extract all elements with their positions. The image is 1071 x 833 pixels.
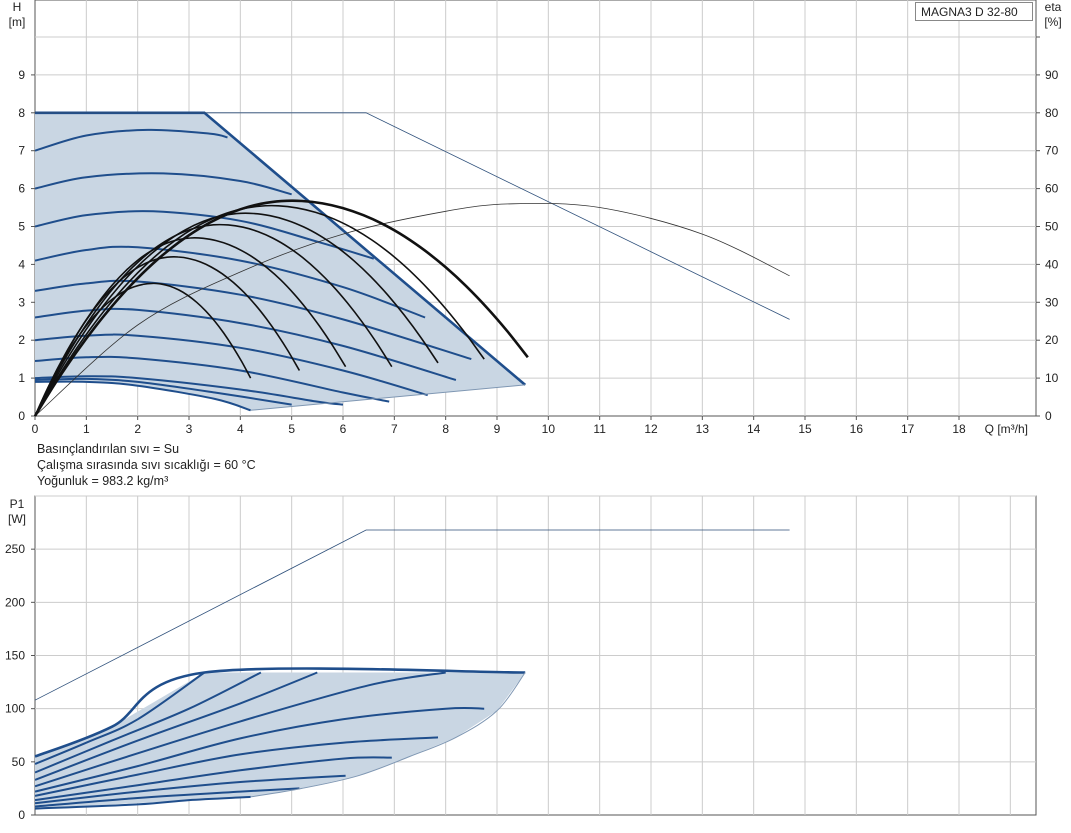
y-axis-label: P1 <box>10 497 25 511</box>
x-tick-label: 18 <box>952 422 966 436</box>
speed-curve-head <box>34 172 292 196</box>
head-efficiency-chart: 0 1 2 3 4 5 6 7 8 9 10 11 12 13 14 15 16 17 18012345678901… <box>9 0 1062 436</box>
y2-tick-label: 50 <box>1045 220 1059 234</box>
x-tick-label: 10 <box>542 422 556 436</box>
x-tick-label: 4 <box>237 422 244 436</box>
speed-curve-head <box>34 128 228 152</box>
full-speed-head-line <box>35 112 790 320</box>
speed-curve-power <box>34 671 318 781</box>
speed-curve-head <box>34 377 292 406</box>
x-tick-label: 1 <box>83 422 90 436</box>
speed-curve-power <box>34 671 205 765</box>
y-tick-label: 1 <box>18 371 25 385</box>
min-head-curve <box>250 384 526 411</box>
speed-curve-head <box>34 375 344 406</box>
efficiency-curve <box>34 212 439 417</box>
y2-tick-label: 40 <box>1045 257 1059 271</box>
x-tick-label: 13 <box>696 422 710 436</box>
x-tick-label: 5 <box>288 422 295 436</box>
y2-axis-label: eta <box>1045 0 1062 14</box>
speed-curve-power <box>34 671 262 774</box>
x-tick-label: 15 <box>798 422 812 436</box>
x-tick-label: 14 <box>747 422 761 436</box>
y2-tick-label: 0 <box>1045 409 1052 423</box>
min-power-curve <box>250 672 526 798</box>
y-axis-label: H <box>13 0 22 14</box>
speed-curve-head <box>34 355 390 403</box>
y-tick-label: 6 <box>18 182 25 196</box>
model-label: MAGNA3 D 32-80 <box>915 2 1033 21</box>
y-tick-label: 2 <box>18 333 25 347</box>
x-tick-label: 8 <box>442 422 449 436</box>
y-tick-label: 100 <box>5 702 25 716</box>
speed-curve-head <box>34 307 457 381</box>
x-tick-label: 16 <box>850 422 864 436</box>
operating-area <box>35 112 526 417</box>
y-tick-label: 250 <box>5 542 25 556</box>
x-tick-label: 6 <box>340 422 347 436</box>
x-tick-label: 7 <box>391 422 398 436</box>
y-axis-unit: [W] <box>8 512 26 526</box>
y2-tick-label: 10 <box>1045 371 1059 385</box>
max-power-curve <box>34 667 526 758</box>
x-tick-label: 0 <box>32 422 39 436</box>
x-tick-label: 17 <box>901 422 915 436</box>
y-tick-label: 4 <box>18 257 25 271</box>
operating-conditions: Basınçlandırılan sıvı = Su Çalışma sıras… <box>37 441 256 489</box>
speed-curve-power <box>34 756 392 802</box>
y2-tick-label: 20 <box>1045 333 1059 347</box>
efficiency-curve <box>34 237 347 417</box>
full-speed-eta-line <box>34 202 790 417</box>
y-axis-unit: [m] <box>9 15 26 29</box>
y-tick-label: 3 <box>18 295 25 309</box>
speed-curve-power <box>34 671 446 788</box>
x-tick-label: 2 <box>134 422 141 436</box>
efficiency-curve <box>34 204 485 417</box>
speed-curve-power <box>34 795 251 810</box>
power-chart: 0 50 100 150 200 250 P1[W] <box>5 495 1037 822</box>
y2-axis-unit: [%] <box>1044 15 1061 29</box>
y-tick-label: 8 <box>18 106 25 120</box>
y-tick-label: 9 <box>18 68 25 82</box>
y-tick-label: 7 <box>18 144 25 158</box>
efficiency-curve <box>34 223 393 417</box>
y2-tick-label: 60 <box>1045 182 1059 196</box>
y2-tick-label: 90 <box>1045 68 1059 82</box>
x-tick-label: 12 <box>644 422 658 436</box>
y-tick-label: 150 <box>5 649 25 663</box>
y2-tick-label: 80 <box>1045 106 1059 120</box>
y2-tick-label: 70 <box>1045 144 1059 158</box>
x-tick-label: 9 <box>494 422 501 436</box>
full-speed-power-line <box>34 529 790 701</box>
y-tick-label: 0 <box>18 409 25 423</box>
speed-curve-power <box>34 787 300 808</box>
y-tick-label: 0 <box>18 808 25 822</box>
x-tick-label: 3 <box>186 422 193 436</box>
y-tick-label: 200 <box>5 595 25 609</box>
temperature-note: Çalışma sırasında sıvı sıcaklığı = 60 °C <box>37 458 256 472</box>
y-tick-label: 5 <box>18 220 25 234</box>
speed-curve-head <box>34 245 426 319</box>
efficiency-curve <box>33 199 529 417</box>
x-axis-label: Q [m³/h] <box>985 422 1028 436</box>
x-tick-label: 11 <box>593 422 606 436</box>
speed-curve-power <box>34 774 346 805</box>
fluid-note: Basınçlandırılan sıvı = Su <box>37 442 180 456</box>
density-note: Yoğunluk = 983.2 kg/m³ <box>37 474 169 488</box>
speed-curve-power <box>34 706 485 793</box>
speed-curve-power <box>34 736 439 797</box>
y-tick-label: 50 <box>12 755 26 769</box>
speed-curve-head <box>34 279 472 361</box>
y2-tick-label: 30 <box>1045 295 1059 309</box>
